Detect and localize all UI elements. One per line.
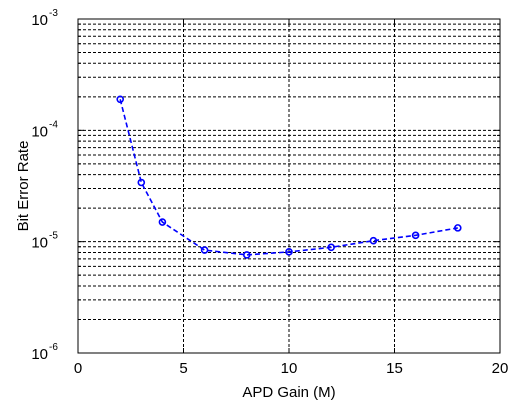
y-tick-label: 10 bbox=[31, 235, 48, 252]
data-point bbox=[411, 231, 420, 240]
y-axis-label: Bit Error Rate bbox=[15, 141, 32, 232]
data-point bbox=[243, 251, 251, 259]
x-axis-label: APD Gain (M) bbox=[242, 384, 335, 401]
x-tick-label: 5 bbox=[179, 360, 187, 377]
y-tick-label: 10 bbox=[31, 12, 48, 29]
data-series bbox=[116, 95, 462, 259]
grid-lines bbox=[78, 19, 500, 353]
y-tick-exponent: -5 bbox=[49, 231, 58, 242]
x-tick-label: 0 bbox=[74, 360, 82, 377]
y-tick-label: 10 bbox=[31, 123, 48, 140]
data-point bbox=[200, 246, 209, 254]
data-point bbox=[453, 224, 462, 232]
data-point bbox=[158, 218, 167, 226]
data-point bbox=[327, 243, 336, 252]
data-point bbox=[369, 236, 378, 245]
series-line bbox=[119, 99, 458, 256]
y-tick-exponent: -3 bbox=[49, 8, 58, 19]
x-tick-label: 15 bbox=[386, 360, 403, 377]
data-point bbox=[285, 248, 293, 256]
x-tick-label: 20 bbox=[492, 360, 509, 377]
y-tick-exponent: -4 bbox=[49, 119, 58, 130]
x-tick-label: 10 bbox=[281, 360, 298, 377]
y-tick-exponent: -6 bbox=[49, 342, 58, 353]
data-point bbox=[137, 178, 146, 187]
data-point bbox=[116, 95, 124, 104]
y-tick-label: 10 bbox=[31, 346, 48, 363]
